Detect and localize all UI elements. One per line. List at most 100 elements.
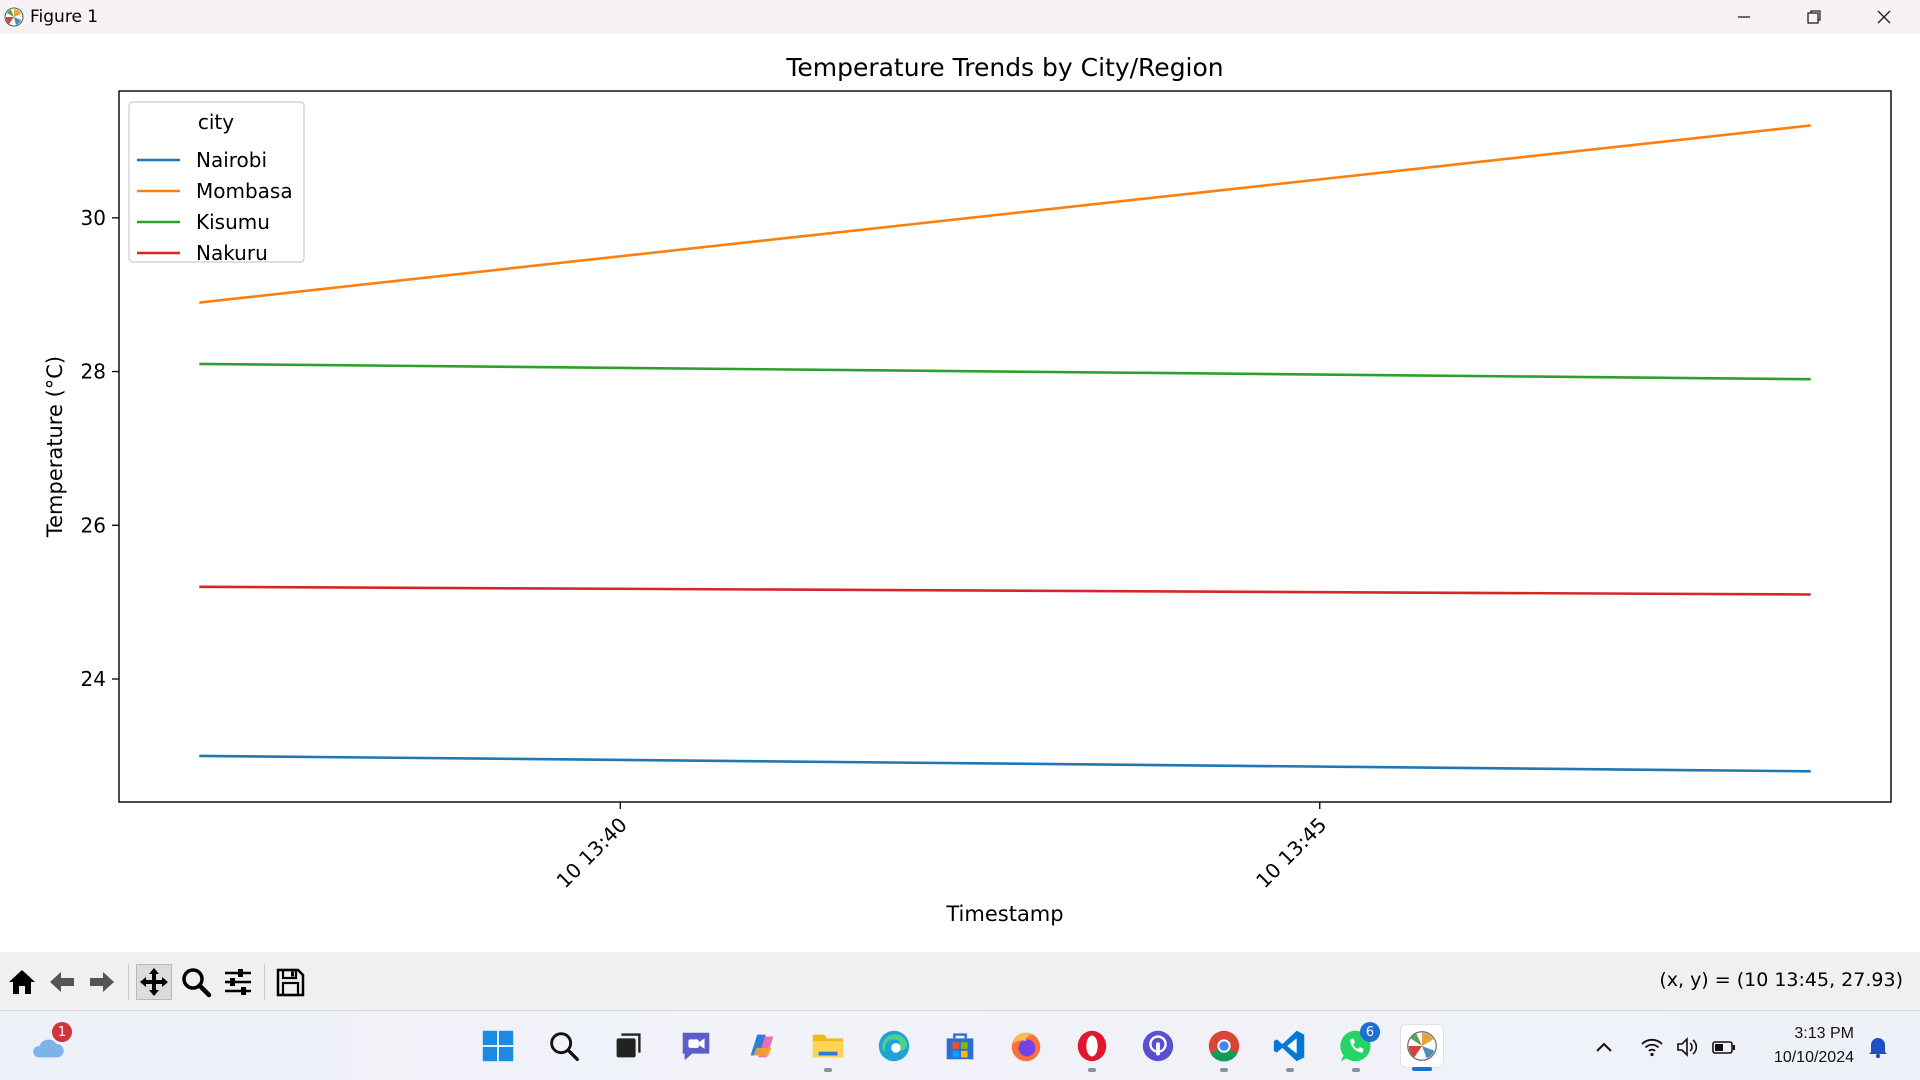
taskbar-app-matplotlib[interactable] (1400, 1024, 1444, 1071)
back-button[interactable] (44, 964, 80, 1000)
weather-cloud-icon (33, 1039, 64, 1058)
taskbar-app-firefox[interactable] (1004, 1024, 1048, 1068)
matplotlib-icon (1407, 1031, 1437, 1061)
pan-icon (140, 968, 168, 996)
navigation-toolbar: (x, y) = (10 13:45, 27.93) (0, 952, 1920, 1010)
battery-status[interactable] (1710, 1033, 1738, 1061)
x-axis-label: Timestamp (945, 902, 1063, 926)
taskbar-app-file-explorer[interactable] (806, 1024, 850, 1072)
y-tick-label: 28 (81, 360, 106, 384)
legend-title: city (198, 110, 234, 134)
close-button[interactable] (1852, 0, 1916, 34)
legend-label: Nakuru (196, 241, 268, 265)
file-explorer-icon (812, 1034, 844, 1058)
taskbar-app-chrome[interactable] (1202, 1024, 1246, 1072)
close-icon (1877, 10, 1891, 24)
copilot-icon (750, 1034, 774, 1058)
active-indicator (1412, 1067, 1432, 1071)
windows-start-icon (482, 1030, 514, 1062)
taskbar-app-whatsapp[interactable]: 6 (1334, 1022, 1380, 1072)
opera-icon (1077, 1030, 1107, 1062)
zoom-icon (182, 968, 212, 998)
chrome-icon (1208, 1030, 1240, 1062)
chart-title: Temperature Trends by City/Region (785, 53, 1223, 82)
series-line-nakuru (199, 585, 1811, 596)
x-tick-label: 10 13:40 (552, 813, 632, 893)
series-line-kisumu (199, 362, 1811, 381)
podcast-icon (1142, 1030, 1174, 1062)
wifi-status[interactable] (1638, 1033, 1666, 1061)
clock-date: 10/10/2024 (1773, 1049, 1854, 1066)
legend-label: Mombasa (196, 179, 293, 203)
weather-badge: 1 (52, 1022, 72, 1042)
y-tick-label: 30 (81, 206, 106, 230)
taskbar-app-store[interactable] (938, 1024, 982, 1068)
notifications-button[interactable] (1864, 1033, 1892, 1061)
minimize-button[interactable] (1712, 0, 1776, 34)
configure-subplots-button[interactable] (220, 964, 256, 1000)
store-icon (946, 1033, 974, 1060)
pan-button[interactable] (136, 964, 172, 1000)
taskbar-app-vscode[interactable] (1268, 1024, 1312, 1072)
speaker-icon (1677, 1037, 1698, 1057)
y-axis-label: Temperature (°C) (43, 356, 67, 538)
running-indicator (1286, 1068, 1294, 1072)
bell-icon (1869, 1038, 1887, 1059)
taskbar-search[interactable] (542, 1024, 586, 1068)
taskbar-app-video-chat[interactable] (674, 1024, 718, 1068)
home-icon (9, 970, 35, 994)
window-title: Figure 1 (30, 7, 99, 27)
weather-widget[interactable]: 1 (26, 1022, 72, 1068)
video-chat-icon (682, 1032, 710, 1061)
running-indicator (1220, 1068, 1228, 1072)
edge-icon (878, 1030, 910, 1062)
clock-time: 3:13 PM (1794, 1025, 1854, 1042)
restore-button[interactable] (1782, 0, 1846, 34)
figure-canvas[interactable]: Temperature Trends by City/Region 24 26 28 3… (0, 34, 1920, 952)
back-arrow-icon (50, 972, 74, 992)
line-chart[interactable]: Temperature Trends by City/Region 24 26 28 3… (0, 34, 1920, 952)
taskbar: 1 (0, 1010, 1920, 1080)
running-indicator (1352, 1068, 1360, 1072)
legend-label: Kisumu (196, 210, 270, 234)
show-hidden-icons-button[interactable] (1590, 1033, 1618, 1061)
taskbar-app-podcast[interactable] (1136, 1024, 1180, 1068)
forward-arrow-icon (90, 972, 114, 992)
matplotlib-app-icon (4, 7, 24, 27)
y-tick-label: 24 (81, 667, 106, 691)
save-button[interactable] (272, 964, 308, 1000)
vscode-icon (1273, 1030, 1305, 1062)
task-view-button[interactable] (606, 1024, 650, 1068)
toolbar-separator (264, 964, 265, 1000)
taskbar-app-edge[interactable] (872, 1024, 916, 1068)
series-line-mombasa (199, 124, 1811, 304)
forward-button[interactable] (84, 964, 120, 1000)
zoom-button[interactable] (178, 964, 214, 1000)
search-icon (550, 1032, 579, 1061)
firefox-icon (1011, 1032, 1041, 1062)
home-button[interactable] (4, 964, 40, 1000)
x-tick-label: 10 13:45 (1251, 813, 1331, 893)
wifi-icon (1641, 1038, 1663, 1057)
toolbar-separator (128, 964, 129, 1000)
legend-label: Nairobi (196, 148, 267, 172)
task-view-icon (616, 1033, 641, 1058)
system-clock[interactable]: 3:13 PM 10/10/2024 (1754, 1022, 1854, 1070)
y-tick-label: 26 (81, 513, 106, 537)
configure-subplots-icon (225, 969, 251, 995)
window-title-bar: Figure 1 (0, 0, 1920, 34)
minimize-icon (1738, 16, 1750, 18)
whatsapp-badge: 6 (1360, 1022, 1380, 1042)
battery-icon (1712, 1041, 1735, 1054)
running-indicator (824, 1068, 832, 1072)
restore-icon (1807, 10, 1821, 24)
plot-frame (118, 90, 1892, 803)
cursor-coordinates: (x, y) = (10 13:45, 27.93) (1659, 969, 1903, 991)
chevron-up-icon (1596, 1042, 1612, 1052)
start-button[interactable] (476, 1024, 520, 1068)
volume-status[interactable] (1674, 1033, 1702, 1061)
taskbar-app-opera[interactable] (1070, 1024, 1114, 1072)
taskbar-app-copilot[interactable] (740, 1024, 784, 1068)
series-line-nairobi (199, 754, 1811, 773)
running-indicator (1088, 1068, 1096, 1072)
